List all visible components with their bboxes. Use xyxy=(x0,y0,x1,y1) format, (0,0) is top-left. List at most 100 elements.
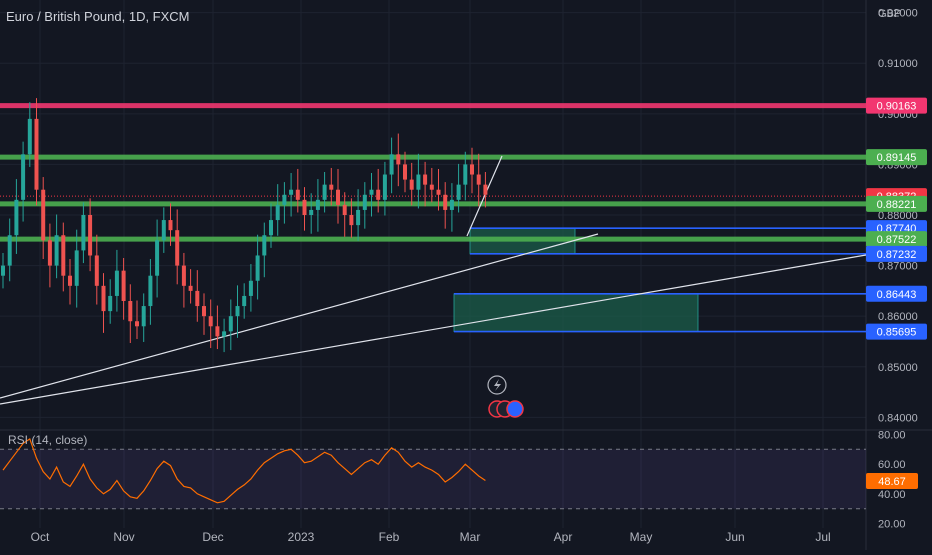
price-tag-text-0.85695: 0.85695 xyxy=(877,327,917,339)
x-tick-label-Mar: Mar xyxy=(460,530,481,544)
price-tag-text-0.88221: 0.88221 xyxy=(877,199,917,211)
candle-body-2 xyxy=(14,199,19,236)
candle-body-33 xyxy=(222,331,227,337)
candle-24 xyxy=(161,207,166,253)
rsi-value-tag: 48.67 xyxy=(866,472,918,489)
trend-lines xyxy=(0,155,867,405)
price-tag-bg-0.89145 xyxy=(866,149,927,166)
candle-12 xyxy=(81,202,86,264)
candle-25 xyxy=(168,203,173,246)
candle-49 xyxy=(329,167,334,206)
candle-45 xyxy=(302,187,307,231)
candle-63 xyxy=(423,161,428,207)
candle-3 xyxy=(21,141,26,222)
candle-30 xyxy=(202,293,206,335)
candle-body-16 xyxy=(108,295,113,312)
candle-58 xyxy=(389,137,394,194)
candle-0 xyxy=(1,252,5,289)
candle-body-0 xyxy=(1,265,5,276)
candle-body-20 xyxy=(135,321,139,327)
candle-body-54 xyxy=(362,194,367,210)
price-tag-bg-0.85695 xyxy=(866,323,927,340)
candle-body-7 xyxy=(47,240,52,266)
rsi-tick-label-40.00: 40.00 xyxy=(878,489,906,501)
candle-42 xyxy=(282,182,287,224)
candle-body-55 xyxy=(369,189,374,195)
candle-33 xyxy=(222,318,227,353)
candle-body-56 xyxy=(376,189,381,200)
rsi-tick-label-80.00: 80.00 xyxy=(878,429,906,441)
candle-29 xyxy=(195,270,200,322)
candle-body-21 xyxy=(141,306,146,327)
candle-11 xyxy=(74,229,79,308)
candle-body-43 xyxy=(289,189,294,195)
candle-body-30 xyxy=(202,306,206,317)
candle-52 xyxy=(349,198,354,238)
currency-label: GBP xyxy=(878,8,902,20)
candle-body-12 xyxy=(81,215,86,251)
price-tick-label-0.92000: 0.92000 xyxy=(878,8,918,20)
candle-71 xyxy=(476,153,481,207)
price-tick-label-0.87000: 0.87000 xyxy=(878,261,918,273)
candle-16 xyxy=(108,279,113,324)
candle-22 xyxy=(148,259,153,325)
candle-27 xyxy=(181,252,186,308)
candle-72 xyxy=(483,172,488,208)
candle-body-64 xyxy=(429,184,434,190)
candle-26 xyxy=(175,209,180,285)
candle-body-1 xyxy=(7,235,12,266)
x-tick-label-Dec: Dec xyxy=(202,530,223,544)
candle-body-63 xyxy=(423,174,428,185)
candle-23 xyxy=(155,219,160,298)
candle-body-45 xyxy=(302,199,307,215)
candle-body-36 xyxy=(242,295,247,307)
candle-body-35 xyxy=(235,306,240,317)
zones xyxy=(453,227,699,333)
candle-body-4 xyxy=(27,118,32,155)
price-tag-bg-0.90163 xyxy=(866,97,927,114)
price-tag-0.87522: 0.87522 xyxy=(866,231,927,248)
candle-body-3 xyxy=(21,154,26,200)
candle-1 xyxy=(7,218,12,282)
candle-2 xyxy=(14,179,19,254)
trend-line-2 xyxy=(0,254,867,405)
candle-body-10 xyxy=(68,275,72,286)
candle-body-14 xyxy=(94,255,99,286)
candle-70 xyxy=(470,147,474,194)
x-tick-label-Jul: Jul xyxy=(815,530,830,544)
x-tick-label-Oct: Oct xyxy=(31,530,50,544)
rsi-tick-label-20.00: 20.00 xyxy=(878,519,906,531)
candle-body-72 xyxy=(483,184,488,195)
candle-60 xyxy=(403,151,407,193)
candle-body-9 xyxy=(61,235,66,276)
candle-body-61 xyxy=(409,179,414,190)
candle-55 xyxy=(369,173,374,217)
candle-48 xyxy=(322,172,327,213)
price-tag-0.86443: 0.86443 xyxy=(866,285,927,302)
candle-28 xyxy=(188,269,193,304)
candle-62 xyxy=(416,153,421,209)
candle-body-15 xyxy=(101,285,106,312)
candle-32 xyxy=(215,305,220,350)
candle-body-31 xyxy=(208,316,213,327)
candle-body-34 xyxy=(228,316,233,332)
candle-51 xyxy=(342,192,347,237)
candle-body-18 xyxy=(121,270,126,301)
rsi-series-line xyxy=(2,437,486,504)
price-tick-label-0.86000: 0.86000 xyxy=(878,311,918,323)
candle-body-5 xyxy=(34,118,39,190)
candle-body-48 xyxy=(322,184,327,200)
price-tag-0.87232: 0.87232 xyxy=(866,245,927,262)
candle-40 xyxy=(269,203,273,248)
candle-6 xyxy=(41,177,46,260)
candle-body-62 xyxy=(416,174,421,190)
candle-34 xyxy=(228,299,233,351)
candle-body-65 xyxy=(436,189,441,195)
candle-body-27 xyxy=(181,265,186,286)
price-tag-bg-0.88221 xyxy=(866,195,927,212)
price-tick-label-0.91000: 0.91000 xyxy=(878,58,918,70)
candle-64 xyxy=(429,167,434,203)
